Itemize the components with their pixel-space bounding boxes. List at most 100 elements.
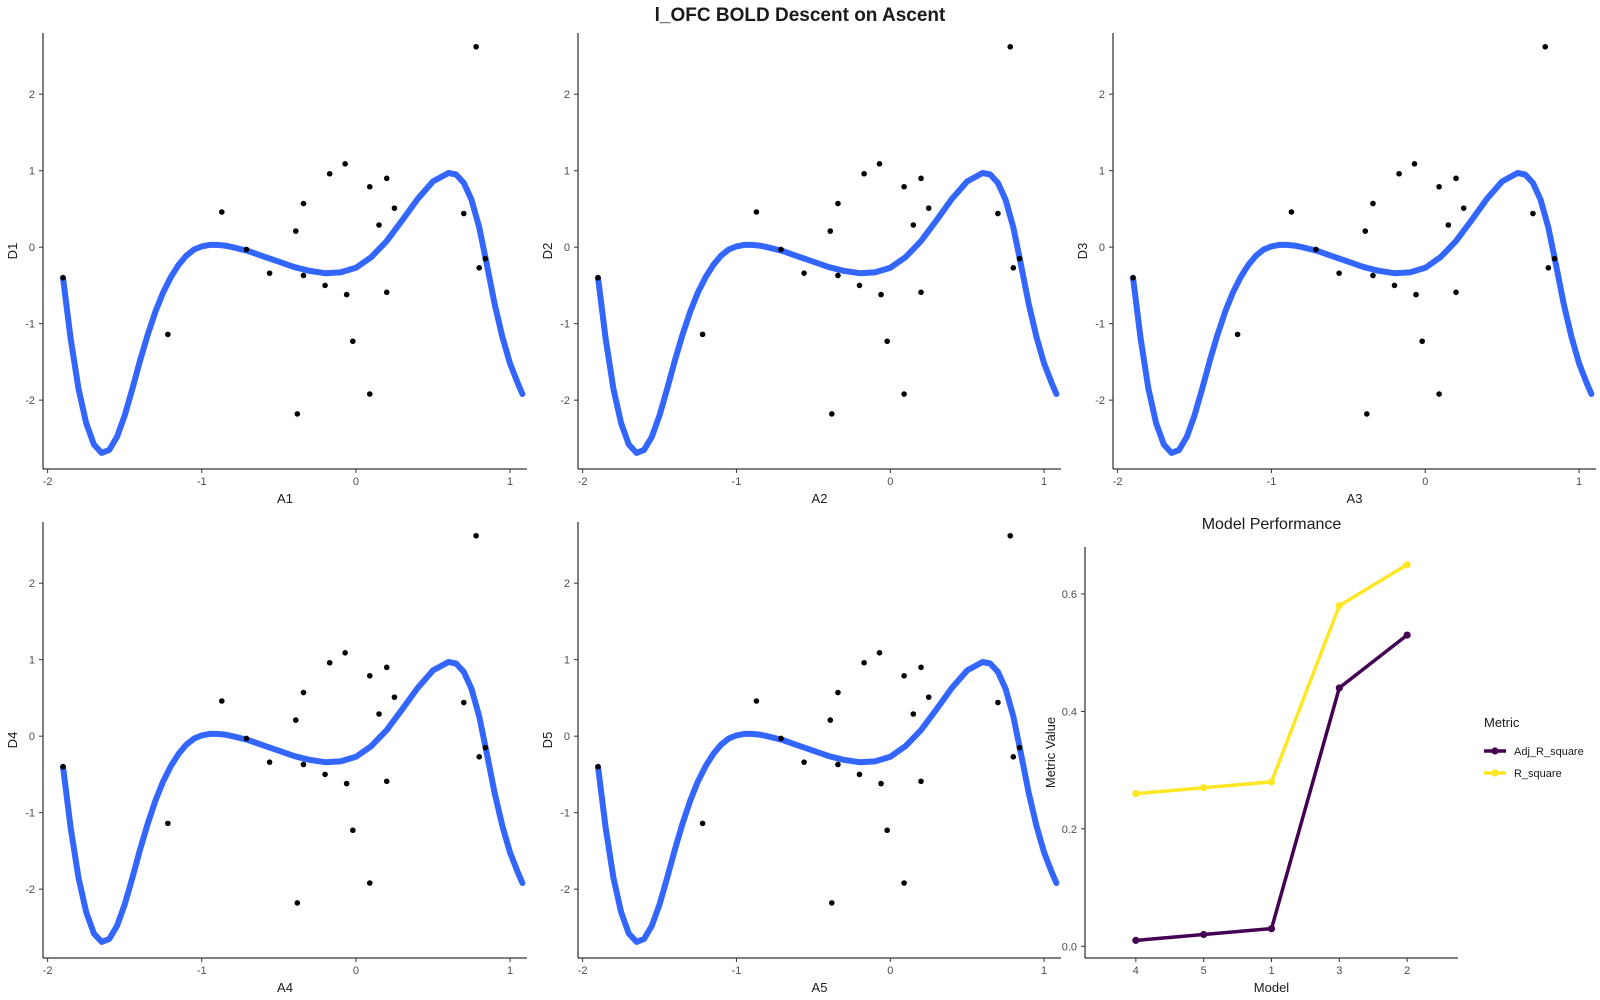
data-point — [1370, 200, 1376, 207]
y-tick-label: 2 — [564, 89, 570, 101]
data-point — [1016, 255, 1023, 262]
y-axis-label: D4 — [5, 732, 20, 749]
data-point — [1234, 331, 1241, 338]
x-tick-label: 0 — [353, 965, 359, 977]
data-point — [300, 761, 307, 768]
data-point — [482, 744, 489, 751]
series-point-Adj_R_square — [1403, 631, 1411, 639]
data-point — [1411, 161, 1418, 167]
data-point — [366, 880, 373, 886]
panels-group: -2 -1 0 1 -2 -1 0 1 2 A1 D1 -2 -1 0 1 -2 -1 0 1 2 A2 D2 -2 -1 0 1… — [5, 33, 1596, 995]
data-point — [699, 331, 706, 338]
y-tick-label: -1 — [25, 319, 35, 331]
data-point — [1542, 43, 1549, 50]
x-tick-label: 1 — [1041, 476, 1047, 488]
x-tick-label: -2 — [578, 476, 588, 488]
x-axis-label: A4 — [277, 980, 293, 995]
y-axis-label: D5 — [540, 732, 555, 749]
y-tick-label: -2 — [25, 884, 35, 896]
data-point — [165, 820, 171, 827]
series-point-R_square — [1335, 602, 1343, 610]
y-axis-label: D2 — [540, 243, 555, 260]
x-tick-label: 1 — [1576, 476, 1582, 488]
data-point — [1007, 532, 1014, 539]
chart-title: Model Performance — [1202, 516, 1342, 533]
panel-5: -2 -1 0 1 -2 -1 0 1 2 A5 D5 — [540, 522, 1061, 995]
data-point — [1313, 246, 1319, 253]
y-tick-label: -1 — [25, 808, 35, 820]
data-point — [1460, 205, 1467, 211]
x-tick-label: 3 — [1336, 965, 1342, 977]
x-axis-label: Model — [1254, 980, 1290, 995]
y-tick-label: 1 — [564, 655, 570, 667]
data-point — [995, 210, 1001, 217]
data-point — [778, 735, 784, 742]
data-point — [801, 270, 807, 276]
data-point — [835, 761, 841, 768]
y-axis-label: D3 — [1075, 243, 1090, 260]
data-point — [595, 274, 601, 281]
data-point — [925, 205, 932, 211]
y-tick-label: -1 — [1095, 319, 1105, 331]
data-point — [1551, 255, 1558, 262]
data-point — [1413, 291, 1419, 298]
data-point — [243, 246, 250, 253]
data-point — [901, 672, 907, 679]
data-point — [322, 282, 328, 289]
data-point — [829, 411, 835, 417]
data-point — [918, 175, 924, 182]
data-point — [300, 200, 307, 207]
panel-2: -2 -1 0 1 -2 -1 0 1 2 A2 D2 — [540, 33, 1061, 506]
data-point — [835, 200, 841, 207]
y-tick-label: 0.4 — [1062, 706, 1077, 718]
data-point — [856, 771, 863, 778]
data-point — [292, 228, 299, 234]
data-point — [300, 272, 307, 279]
panel-6: Model Performance 4 5 1 3 2 0.0 0.2 0.4 0.6 Model M… — [1043, 516, 1584, 995]
y-tick-label: 0 — [564, 731, 570, 743]
data-point — [878, 780, 884, 787]
series-point-Adj_R_square — [1132, 936, 1140, 944]
legend-label: Adj_R_square — [1514, 746, 1584, 758]
data-point — [322, 771, 328, 778]
x-tick-label: 1 — [507, 965, 513, 977]
data-point — [1530, 210, 1536, 217]
x-axis-label: A2 — [812, 491, 828, 506]
data-point — [476, 265, 483, 271]
data-point — [910, 222, 917, 228]
data-point — [699, 820, 706, 827]
x-tick-label: -1 — [732, 476, 742, 488]
y-tick-label: 0 — [29, 242, 35, 254]
data-point — [835, 272, 841, 279]
data-point — [910, 711, 917, 717]
series-line-Adj_R_square — [1135, 633, 1409, 943]
series-point-R_square — [1200, 784, 1208, 792]
x-tick-label: -2 — [578, 965, 588, 977]
data-point — [266, 270, 273, 276]
data-point — [292, 717, 299, 723]
legend-key-point — [1491, 769, 1499, 777]
data-point — [266, 759, 273, 765]
x-tick-label: -1 — [197, 476, 207, 488]
data-point — [1436, 391, 1442, 397]
y-tick-label: 0 — [29, 731, 35, 743]
panel-3: -2 -1 0 1 -2 -1 0 1 2 A3 D3 — [1075, 33, 1596, 506]
x-tick-label: 4 — [1133, 965, 1139, 977]
series-point-Adj_R_square — [1200, 930, 1208, 939]
data-point — [461, 699, 467, 706]
legend-title: Metric — [1484, 715, 1520, 730]
data-point — [219, 698, 225, 704]
data-point — [1010, 754, 1017, 760]
data-point — [1396, 170, 1402, 177]
data-point — [901, 391, 907, 397]
x-tick-label: -1 — [1267, 476, 1277, 488]
x-axis-label: A5 — [812, 980, 828, 995]
data-point — [243, 735, 250, 742]
y-tick-label: 1 — [564, 166, 570, 178]
data-point — [856, 282, 863, 289]
data-point — [884, 827, 890, 834]
data-point — [918, 778, 924, 785]
x-tick-label: 1 — [1268, 965, 1274, 977]
data-point — [925, 694, 932, 700]
